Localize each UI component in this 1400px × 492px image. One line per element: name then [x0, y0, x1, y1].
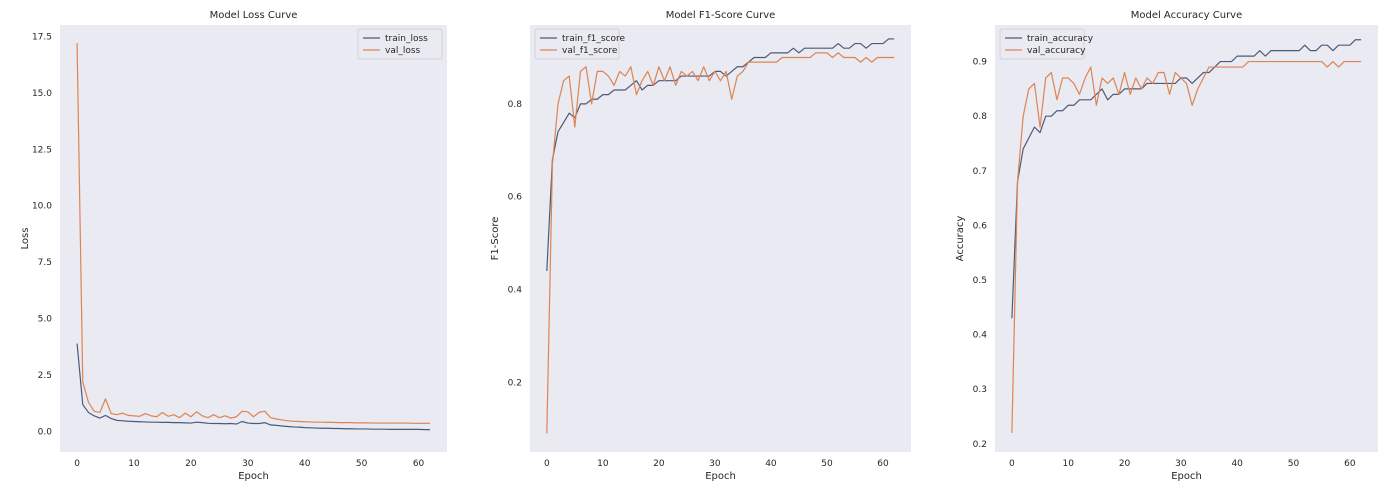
accuracy-legend-label: val_accuracy — [1027, 46, 1086, 56]
loss-y-tick-label: 15.0 — [32, 89, 52, 99]
loss-y-tick-label: 0.0 — [38, 428, 53, 438]
accuracy-y-tick-label: 0.4 — [973, 331, 988, 341]
loss-y-tick-label: 2.5 — [38, 371, 52, 381]
loss-x-tick-label: 10 — [128, 459, 140, 469]
f1-score-x-tick-label: 40 — [765, 459, 777, 469]
f1-score-legend-label: train_f1_score — [562, 34, 625, 44]
loss-chart: Model Loss Curve 0 10 20 30 40 50 60 0.0 2.5 5.0 7.… — [20, 10, 447, 482]
loss-x-axis-label: Epoch — [238, 471, 269, 482]
f1-score-y-axis-label: F1-Score — [490, 217, 501, 261]
accuracy-legend-label: train_accuracy — [1027, 34, 1094, 44]
accuracy-y-tick-label: 0.7 — [973, 167, 987, 177]
loss-x-tick-label: 0 — [74, 459, 80, 469]
f1-score-chart: Model F1-Score Curve 0 10 20 30 40 50 60 0.2 0.4 0… — [490, 10, 911, 482]
loss-legend-label: train_loss — [385, 34, 428, 44]
f1-score-y-tick-label: 0.6 — [508, 193, 523, 203]
accuracy-y-tick-label: 0.9 — [973, 58, 988, 68]
f1-score-y-tick-label: 0.2 — [508, 378, 522, 388]
loss-y-tick-label: 17.5 — [32, 32, 52, 42]
f1-score-x-tick-label: 30 — [709, 459, 721, 469]
f1-score-x-tick-label: 50 — [821, 459, 833, 469]
accuracy-x-tick-label: 10 — [1062, 459, 1074, 469]
loss-y-tick-label: 12.5 — [32, 145, 52, 155]
loss-x-tick-label: 20 — [185, 459, 197, 469]
accuracy-x-tick-label: 20 — [1119, 459, 1131, 469]
f1-score-legend: train_f1_score val_f1_score — [535, 29, 625, 59]
f1-score-y-tick-label: 0.8 — [508, 100, 523, 110]
accuracy-y-tick-label: 0.2 — [973, 440, 987, 450]
f1-score-x-tick-label: 60 — [877, 459, 889, 469]
loss-x-tick-label: 50 — [356, 459, 368, 469]
loss-y-tick-label: 7.5 — [38, 258, 52, 268]
f1-score-legend-label: val_f1_score — [562, 46, 618, 56]
accuracy-x-tick-label: 30 — [1175, 459, 1187, 469]
accuracy-y-tick-label: 0.5 — [973, 276, 987, 286]
f1-score-x-axis-label: Epoch — [705, 471, 736, 482]
accuracy-x-tick-label: 40 — [1231, 459, 1243, 469]
accuracy-y-tick-label: 0.8 — [973, 112, 988, 122]
accuracy-chart: Model Accuracy Curve 0 10 20 30 40 50 60 0.2 0.3 0… — [955, 10, 1378, 482]
loss-y-tick-label: 10.0 — [32, 202, 52, 212]
loss-legend-label: val_loss — [385, 46, 421, 56]
loss-plot-area — [60, 25, 447, 452]
accuracy-x-tick-label: 50 — [1288, 459, 1300, 469]
accuracy-plot-area — [995, 25, 1378, 452]
f1-score-plot-area — [530, 25, 911, 452]
accuracy-x-tick-label: 0 — [1009, 459, 1015, 469]
accuracy-y-tick-label: 0.3 — [973, 385, 987, 395]
loss-x-tick-label: 30 — [242, 459, 254, 469]
accuracy-legend: train_accuracy val_accuracy — [1000, 29, 1094, 59]
f1-score-x-tick-label: 20 — [653, 459, 665, 469]
accuracy-y-axis-label: Accuracy — [955, 216, 966, 262]
loss-legend: train_loss val_loss — [358, 29, 442, 59]
f1-score-x-tick-label: 0 — [544, 459, 550, 469]
accuracy-x-axis-label: Epoch — [1171, 471, 1202, 482]
loss-y-axis-label: Loss — [20, 228, 31, 250]
accuracy-chart-title: Model Accuracy Curve — [1131, 10, 1243, 21]
loss-x-tick-label: 60 — [413, 459, 425, 469]
accuracy-x-tick-label: 60 — [1344, 459, 1356, 469]
f1-score-y-tick-label: 0.4 — [508, 286, 523, 296]
f1-score-chart-title: Model F1-Score Curve — [666, 10, 776, 21]
loss-y-tick-label: 5.0 — [38, 315, 53, 325]
f1-score-x-tick-label: 10 — [597, 459, 609, 469]
accuracy-y-tick-label: 0.6 — [973, 221, 988, 231]
loss-chart-title: Model Loss Curve — [210, 10, 298, 21]
loss-x-tick-label: 40 — [299, 459, 311, 469]
